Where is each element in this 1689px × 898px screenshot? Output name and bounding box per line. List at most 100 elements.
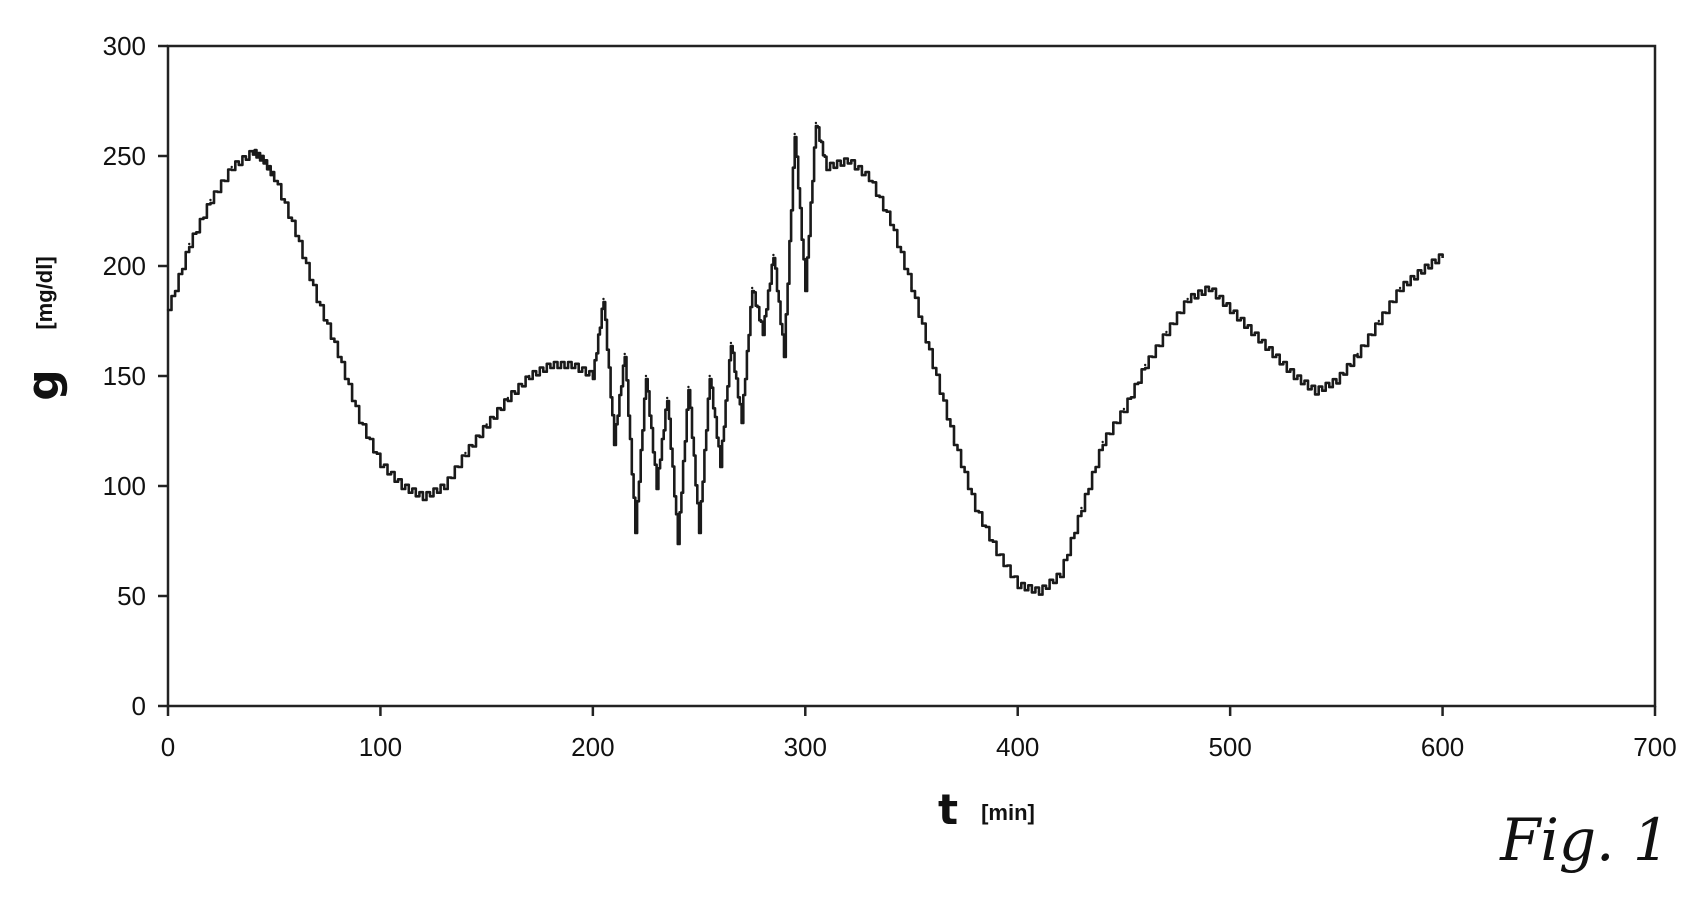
series-point — [188, 243, 190, 245]
series-point — [528, 375, 530, 377]
y-tick-label: 50 — [117, 581, 146, 611]
series-point — [262, 159, 264, 161]
series-point — [624, 353, 626, 355]
x-tick-label: 0 — [161, 732, 175, 762]
series-point — [570, 364, 572, 366]
series-point — [294, 232, 296, 234]
x-axis-unit: [min] — [981, 800, 1035, 825]
series-point — [1271, 353, 1273, 355]
series-point — [209, 199, 211, 201]
x-tick-label: 300 — [784, 732, 827, 762]
series-point — [772, 254, 774, 256]
x-axis-ticks: 0 100 200 300 400 500 600 700 — [161, 706, 1677, 762]
series-point — [762, 331, 764, 333]
series-point — [316, 298, 318, 300]
series-point — [1017, 584, 1019, 586]
x-tick-label: 200 — [571, 732, 614, 762]
series-point — [645, 375, 647, 377]
series-point — [1186, 298, 1188, 300]
y-tick-label: 100 — [103, 471, 146, 501]
y-axis-variable: g — [18, 369, 69, 401]
series-point — [1208, 287, 1210, 289]
y-axis-unit: [mg/dl] — [32, 256, 57, 329]
series-point — [1059, 573, 1061, 575]
series-point — [1250, 331, 1252, 333]
series-point — [1441, 254, 1443, 256]
series-point — [751, 287, 753, 289]
series-point — [687, 386, 689, 388]
x-tick-label: 500 — [1208, 732, 1251, 762]
y-tick-label: 250 — [103, 141, 146, 171]
series-point — [868, 177, 870, 179]
series-point — [995, 551, 997, 553]
series-point — [1229, 309, 1231, 311]
series-point — [847, 159, 849, 161]
y-tick-label: 0 — [132, 691, 146, 721]
series-point — [252, 150, 254, 152]
series-point — [507, 397, 509, 399]
series-point — [1144, 364, 1146, 366]
plot-area-border — [168, 46, 1655, 706]
series-point — [231, 166, 233, 168]
x-tick-label: 700 — [1633, 732, 1676, 762]
series-point — [1038, 590, 1040, 592]
x-axis-label: t [min] — [938, 785, 1035, 834]
series-point — [740, 419, 742, 421]
series-point — [666, 397, 668, 399]
y-tick-label: 300 — [103, 31, 146, 61]
series-point — [793, 133, 795, 135]
series-point — [602, 298, 604, 300]
series-point — [730, 342, 732, 344]
series-point — [1335, 379, 1337, 381]
figure-label: Fig. 1 — [1499, 806, 1670, 874]
x-tick-label: 400 — [996, 732, 1039, 762]
series-point — [910, 287, 912, 289]
series-point — [613, 441, 615, 443]
x-tick-label: 100 — [359, 732, 402, 762]
series-point — [443, 485, 445, 487]
series-point — [634, 529, 636, 531]
series-point — [1293, 375, 1295, 377]
series-point — [804, 287, 806, 289]
y-tick-label: 200 — [103, 251, 146, 281]
series-point — [379, 463, 381, 465]
series-point — [677, 540, 679, 542]
series-point — [655, 485, 657, 487]
series-point — [708, 375, 710, 377]
series-point — [932, 364, 934, 366]
series-point — [815, 122, 817, 124]
series-point — [549, 364, 551, 366]
series-point — [273, 177, 275, 179]
series-point — [1123, 408, 1125, 410]
series-point — [783, 353, 785, 355]
series-layer — [167, 122, 1444, 595]
x-tick-label: 600 — [1421, 732, 1464, 762]
x-axis-variable: t — [938, 785, 958, 834]
series-point — [167, 309, 169, 311]
series-point — [464, 452, 466, 454]
series-point — [592, 375, 594, 377]
series-point — [400, 485, 402, 487]
series-point — [825, 166, 827, 168]
y-axis-ticks: 0 50 100 150 200 250 300 — [103, 31, 168, 721]
series-point — [358, 419, 360, 421]
y-tick-label: 150 — [103, 361, 146, 391]
series-point — [889, 221, 891, 223]
series-point — [1165, 331, 1167, 333]
series-point — [1399, 287, 1401, 289]
plot-frame — [168, 46, 1655, 706]
y-axis-label: g [mg/dl] — [18, 256, 69, 400]
series-point — [1080, 507, 1082, 509]
series-point — [719, 463, 721, 465]
series-point — [1420, 269, 1422, 271]
series-point — [698, 529, 700, 531]
series-point — [422, 496, 424, 498]
series-line-0 — [168, 126, 1443, 595]
series-point — [974, 507, 976, 509]
series-point — [485, 423, 487, 425]
series-point — [953, 441, 955, 443]
series-point — [1314, 390, 1316, 392]
series-point — [1101, 441, 1103, 443]
series-point — [337, 353, 339, 355]
